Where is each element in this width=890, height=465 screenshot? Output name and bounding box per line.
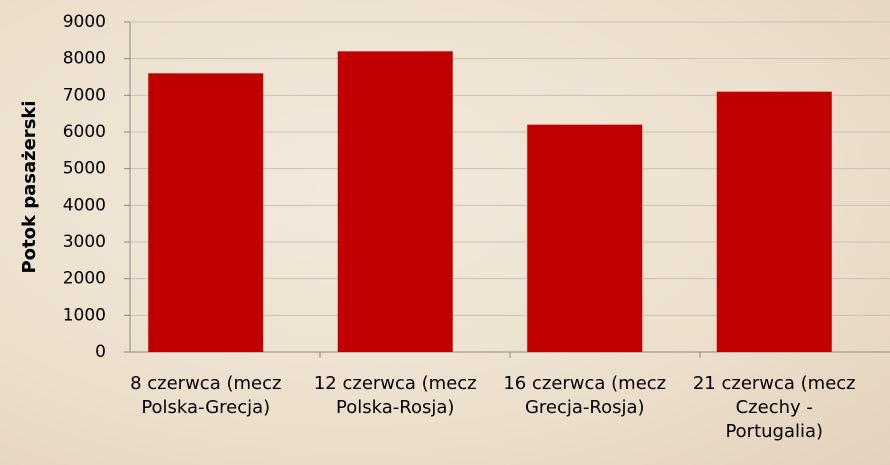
y-tick-label: 3000 [63, 232, 106, 252]
bar [337, 51, 453, 352]
bar [527, 124, 643, 353]
x-tick-label: 21 czerwca (mecz Czechy - Portugalia) [692, 373, 856, 442]
y-tick-label: 6000 [63, 122, 106, 142]
y-tick-label: 4000 [63, 195, 106, 215]
bar [716, 91, 832, 353]
x-tick-label: 16 czerwca (mecz Grecja-Rosja) [503, 373, 667, 418]
y-tick-label: 2000 [63, 269, 106, 289]
bar [148, 73, 264, 352]
y-tick-label: 9000 [63, 12, 106, 32]
y-tick-label: 7000 [63, 85, 106, 105]
y-axis-label: Potok pasażerski [19, 100, 40, 273]
y-tick-label: 5000 [63, 159, 106, 179]
y-tick-label: 1000 [63, 305, 106, 325]
y-tick-label: 8000 [63, 49, 106, 69]
y-tick-label: 0 [95, 342, 106, 362]
x-tick-label: 12 czerwca (mecz Polska-Rosja) [313, 373, 477, 418]
x-tick-label: 8 czerwca (mecz Polska-Grecja) [130, 373, 282, 418]
